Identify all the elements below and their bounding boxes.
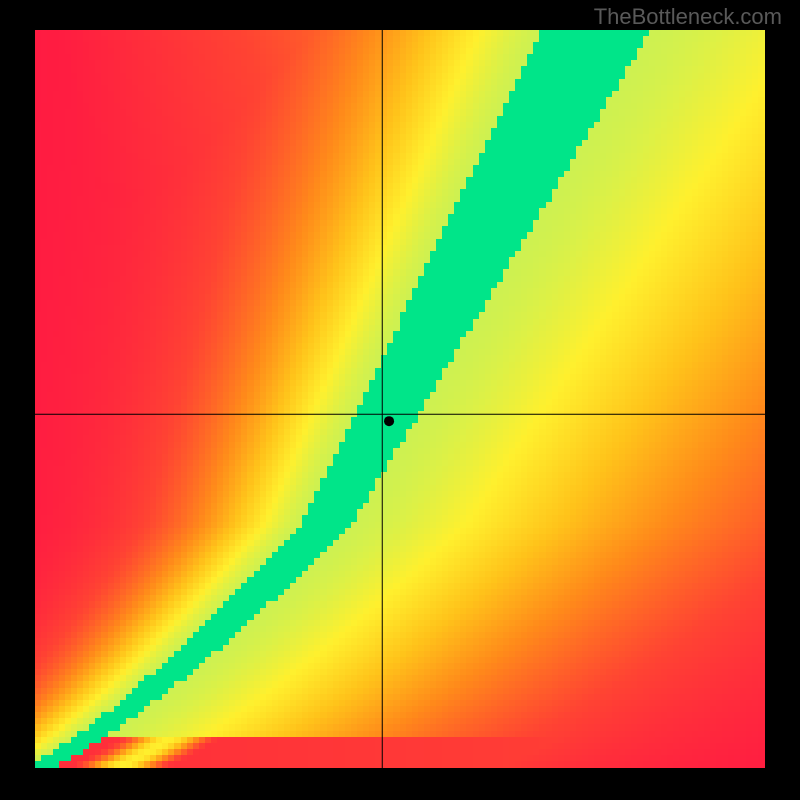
watermark-text: TheBottleneck.com [594,4,782,30]
bottleneck-heatmap-canvas [35,30,765,768]
